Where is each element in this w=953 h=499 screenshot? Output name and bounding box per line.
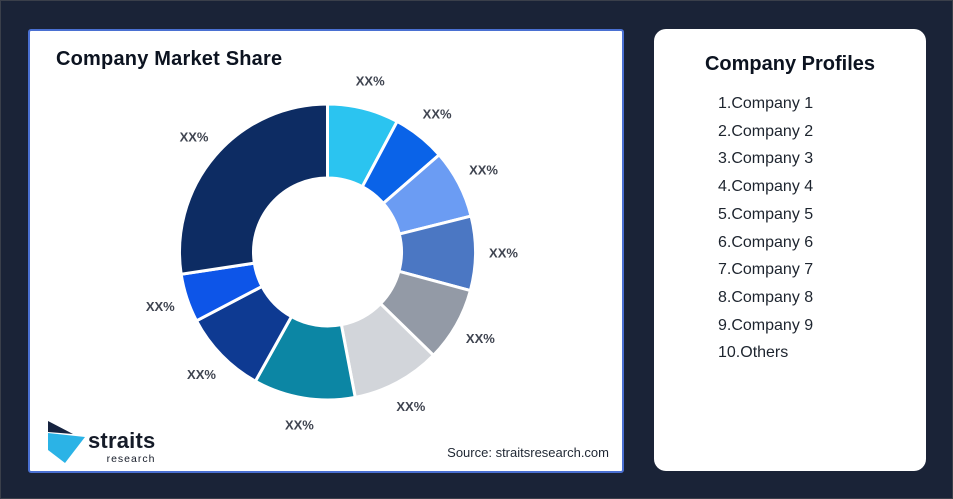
company-list-item: 2.Company 2 — [718, 122, 814, 140]
slice-label-company-8: XX% — [187, 367, 216, 382]
slice-label-company-5: XX% — [466, 331, 495, 346]
market-share-card: Company Market Share XX% XX% XX% XX% XX% XX% X… — [28, 29, 624, 473]
chart-title: Company Market Share — [56, 48, 283, 70]
profiles-title: Company Profiles — [704, 53, 876, 75]
donut-chart: XX% XX% XX% XX% XX% XX% XX% XX% XX% XX% — [146, 73, 519, 432]
company-list-item: 6.Company 6 — [718, 233, 814, 251]
slice-label-company-3: XX% — [469, 163, 498, 178]
straits-arrow-logo-icon — [48, 421, 85, 463]
company-list-item: 4.Company 4 — [718, 178, 814, 196]
company-list-item: 1.Company 1 — [718, 95, 814, 112]
logo-brand-text: straits — [88, 428, 156, 453]
logo-wordmark: straits research — [88, 428, 156, 466]
slice-label-company-2: XX% — [423, 106, 452, 121]
company-list-item: 7.Company 7 — [718, 261, 814, 279]
company-list-item: 3.Company 3 — [718, 150, 814, 168]
logo-sub-text: research — [106, 453, 156, 465]
company-list: 1.Company 1 2.Company 2 3.Company 3 4.Compa… — [718, 90, 926, 367]
company-list-item: 8.Company 8 — [718, 288, 814, 306]
company-list-item: 10.Others — [718, 344, 789, 362]
slice-label-company-6: XX% — [396, 399, 425, 414]
company-profiles-card: Company Profiles 1.Company 1 2.Company 2 3… — [654, 29, 926, 471]
donut-labels: XX% XX% XX% XX% XX% XX% XX% XX% XX% XX% — [146, 73, 519, 432]
slice-label-company-7: XX% — [285, 418, 314, 433]
donut-slices — [178, 102, 477, 402]
slice-label-company-4: XX% — [489, 246, 518, 261]
slice-label-others: XX% — [180, 129, 209, 144]
company-list-item: 9.Company 9 — [718, 316, 814, 334]
straits-research-logo: straits research — [48, 420, 155, 465]
donut-slice-others — [178, 102, 329, 276]
source-attribution: Source: straitsresearch.com — [447, 445, 609, 460]
slice-label-company-9: XX% — [146, 299, 175, 314]
company-list-item: 5.Company 5 — [718, 205, 814, 223]
slice-label-company-1: XX% — [356, 73, 385, 88]
